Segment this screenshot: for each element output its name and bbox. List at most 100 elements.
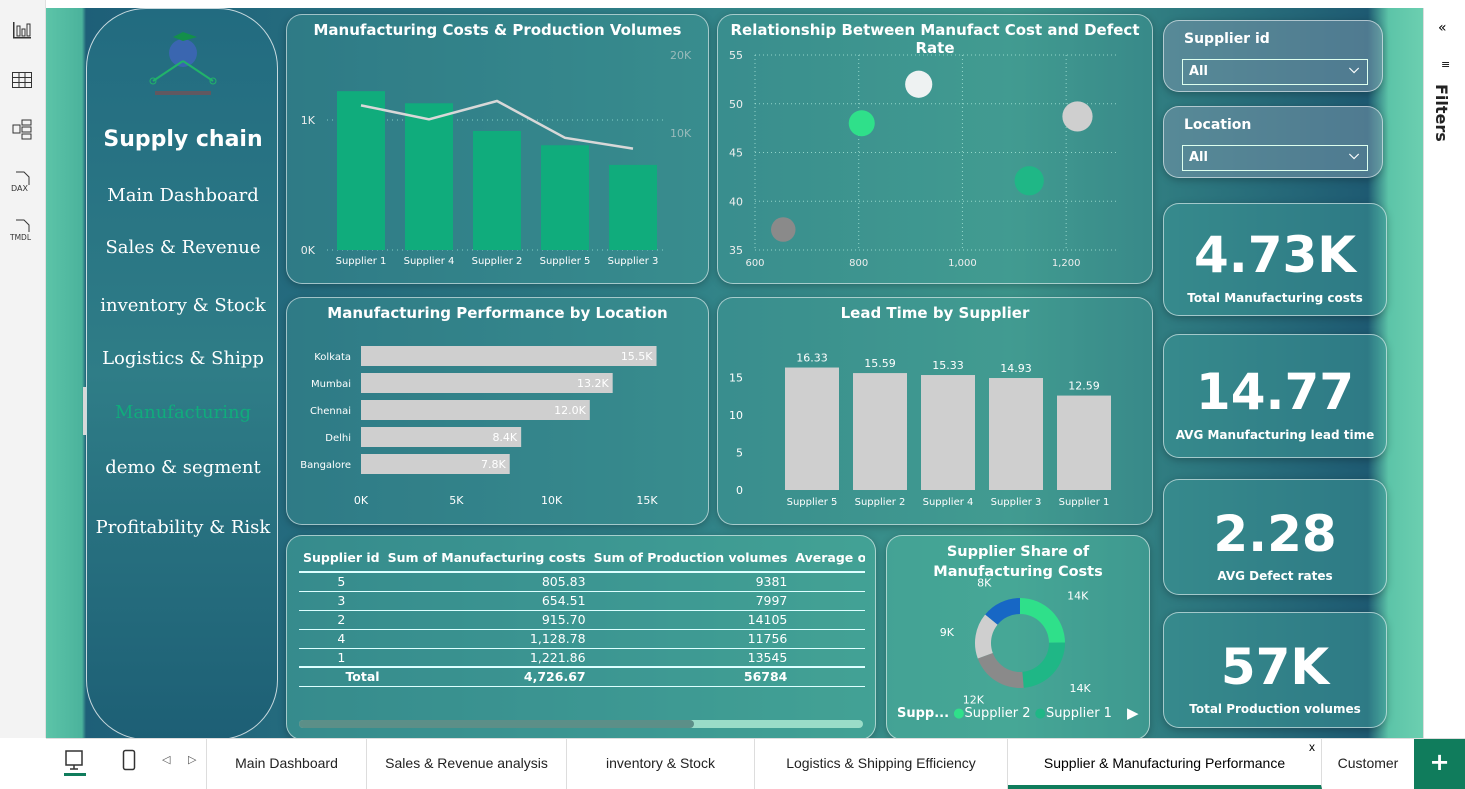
report-view-icon[interactable] [10,20,34,44]
kpi-total-production-volumes: 57K Total Production volumes [1163,612,1387,728]
x-tick: 800 [849,258,868,269]
column-header[interactable]: Sum of Production volumes [589,544,792,573]
top-strip [0,0,1465,8]
slicer-label: Location [1184,117,1252,133]
table-cell: 7997 [589,591,792,611]
kpi-total-manufacturing-costs: 4.73K Total Manufacturing costs [1163,203,1387,316]
bar [361,427,522,447]
chevron-down-icon: ⌵ [1349,62,1359,77]
table-cell [791,591,865,611]
table-cell: Total [299,666,384,687]
tab-inventory-stock[interactable]: inventory & Stock [567,739,755,789]
donut-slice [1022,642,1065,688]
location-dropdown[interactable]: All ⌵ [1182,145,1368,171]
tmdl-view-icon[interactable]: TMDL [9,218,34,242]
add-page-button[interactable]: + [1414,739,1465,789]
nav-item-profitability-risk[interactable]: Profitability & Risk [95,517,271,538]
nav-item-sales-revenue[interactable]: Sales & Revenue [105,237,261,258]
bar [921,375,975,490]
horizontal-scrollbar[interactable] [299,720,863,728]
column-header[interactable]: Supplier id [299,544,384,573]
bar [337,91,385,250]
bar [405,103,453,250]
legend-next-icon[interactable]: ▶ [1127,704,1139,722]
data-label: 7.8K [481,458,506,471]
bar [989,378,1043,490]
x-tick: 15K [636,494,658,507]
data-label: 15.59 [864,357,896,370]
kpi-avg-defect-rates: 2.28 AVG Defect rates [1163,479,1387,595]
table-view-icon[interactable] [10,70,34,94]
x-tick: 0K [354,494,369,507]
bar [1057,395,1111,490]
prev-page-icon[interactable]: ◁ [162,753,171,766]
costs-volumes-plot: 0K 1K 10K 20K Supplier 1 Supplier 4 Supplier 2… [301,49,692,267]
column-header[interactable]: Sum of Manufacturing costs [383,544,590,573]
scatter-point [848,110,875,137]
scrollbar-thumb[interactable] [299,720,694,728]
column-header[interactable]: Average of Leac [791,544,865,573]
filters-label[interactable]: Filters [1432,84,1451,142]
x-tick: 10K [541,494,563,507]
collapse-icon[interactable]: « [1438,20,1447,36]
table-row: 1 1,221.86 13545 [299,648,865,668]
filters-pane[interactable]: « ≡ Filters [1423,8,1465,738]
legend-dot-icon: ● [953,706,965,721]
scatter-plot: 35 40 45 50 55 600 800 1,000 1,200 [729,49,1118,269]
bar [361,400,590,420]
dax-query-icon[interactable]: DAX [10,170,34,194]
kpi-label: AVG Manufacturing lead time [1175,428,1375,442]
y-tick: Chennai [310,406,351,417]
table-cell [791,666,865,687]
model-view-icon[interactable] [10,118,34,142]
location-bar-plot: Kolkata 15.5K Mumbai 13.2K Chennai 12.0K Delhi… [300,346,658,507]
legend-entry: Supplier 1 [1045,706,1112,721]
y-tick: 50 [729,98,743,111]
tab-supplier-manufacturing[interactable]: Supplier & Manufacturing Performance x [1008,739,1322,789]
tab-customer[interactable]: Customer [1337,755,1399,771]
nav-title: Supply chain [103,127,263,152]
kpi-avg-lead-time: 14.77 AVG Manufacturing lead time [1163,334,1387,458]
close-tab-icon[interactable]: x [1309,740,1315,754]
supplier-id-dropdown[interactable]: All ⌵ [1182,59,1368,85]
y-tick: Bangalore [300,460,351,471]
y-tick: 1K [301,114,316,127]
y-tick: 55 [729,49,743,62]
kpi-value: 4.73K [1193,226,1357,284]
x-tick: Supplier 3 [608,256,659,267]
data-label: 15.5K [621,350,653,363]
scatter-point [905,70,933,98]
x-tick: 600 [745,258,764,269]
table-cell: 654.51 [383,591,590,611]
x-tick: Supplier 2 [855,497,906,508]
mobile-layout-icon[interactable] [122,749,136,775]
bar [361,346,657,366]
filter-icon: ≡ [1441,58,1451,71]
y-tick: Kolkata [314,352,351,363]
desktop-layout-icon[interactable] [64,749,86,781]
x-tick: Supplier 3 [991,497,1042,508]
nav-item-inventory-stock[interactable]: inventory & Stock [100,295,266,316]
next-page-icon[interactable]: ▷ [188,753,197,766]
bar [361,454,510,474]
nav-item-main-dashboard[interactable]: Main Dashboard [107,185,259,206]
table-cell [791,610,865,630]
tab-logistics[interactable]: Logistics & Shipping Efficiency [755,739,1008,789]
scatter-point [770,217,796,242]
nav-item-logistics[interactable]: Logistics & Shipp [102,348,264,369]
data-label: 14.93 [1000,362,1032,375]
tab-sales-revenue[interactable]: Sales & Revenue analysis [367,739,567,789]
svg-text:DAX: DAX [11,184,28,193]
scatter-point [1014,166,1044,196]
y-tick: 5 [736,447,743,460]
chart-title: Manufacturing Costs & Production Volumes [313,21,682,39]
supplier-share-donut: Supplier Share of Manufacturing Costs 14… [886,535,1150,740]
nav-item-manufacturing[interactable]: Manufacturing [114,402,252,423]
table-cell: 2 [299,610,384,630]
kpi-label: Total Manufacturing costs [1187,291,1363,305]
y-tick: 40 [729,195,743,208]
nav-item-demo-segment[interactable]: demo & segment [105,457,261,478]
tab-main-dashboard[interactable]: Main Dashboard [207,739,367,789]
data-label: 9K [940,626,955,639]
x-tick: Supplier 1 [1059,497,1110,508]
